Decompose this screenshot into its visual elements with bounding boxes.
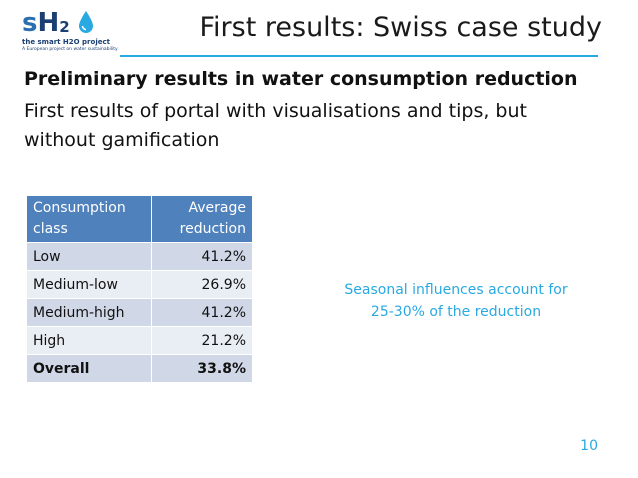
cell-reduction: 41.2%: [151, 242, 253, 271]
results-table: Consumption class Average reduction Low …: [26, 195, 253, 383]
note-line-2: 25-30% of the reduction: [370, 304, 542, 320]
table-row-total: Overall 33.8%: [26, 354, 253, 383]
note-line-1: Seasonal influences account for: [344, 282, 568, 298]
cell-reduction: 41.2%: [151, 298, 253, 327]
cell-class: Medium-high: [26, 298, 152, 327]
cell-reduction: 33.8%: [151, 354, 253, 383]
header-col2-line2: reduction: [179, 221, 246, 237]
header-consumption-class: Consumption class: [26, 195, 152, 243]
cell-class: Overall: [26, 354, 152, 383]
cell-reduction: 26.9%: [151, 270, 253, 299]
title-underline: [120, 55, 598, 57]
cell-class: Medium-low: [26, 270, 152, 299]
page-number: 10: [580, 438, 598, 454]
table-row: High 21.2%: [26, 326, 253, 355]
section-heading: Preliminary results in water consumption…: [24, 68, 578, 90]
cell-reduction: 21.2%: [151, 326, 253, 355]
header-col1-line2: class: [33, 221, 68, 237]
table-row: Medium-low 26.9%: [26, 270, 253, 299]
logo-digit-2: 2: [59, 18, 70, 36]
water-drop-icon: [79, 11, 93, 33]
logo-letter-s: s: [22, 8, 38, 38]
logo-tagline: the smart H2O project: [22, 38, 110, 46]
header-col2-line1: Average: [188, 200, 247, 216]
subtitle-line-1: First results of portal with visualisati…: [24, 100, 527, 122]
cell-class: Low: [26, 242, 152, 271]
logo-subtitle: A European project on water sustainabili…: [22, 47, 118, 52]
seasonal-note: Seasonal influences account for 25-30% o…: [332, 279, 580, 323]
table-row: Low 41.2%: [26, 242, 253, 271]
header-average-reduction: Average reduction: [151, 195, 253, 243]
table-row: Medium-high 41.2%: [26, 298, 253, 327]
header-col1-line1: Consumption: [33, 200, 126, 216]
slide-title: First results: Swiss case study: [199, 12, 602, 43]
logo-letter-h: H: [37, 8, 60, 38]
cell-class: High: [26, 326, 152, 355]
subtitle-line-2: without gamification: [24, 129, 220, 151]
table-header-row: Consumption class Average reduction: [26, 195, 253, 243]
